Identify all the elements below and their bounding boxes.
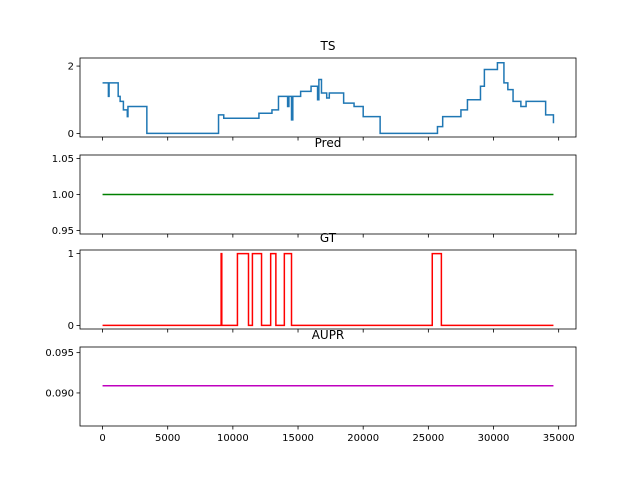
- axes-frame: [79, 346, 577, 427]
- axes-frame: [79, 249, 577, 330]
- series-line: [102, 61, 555, 135]
- series-line: [102, 252, 554, 327]
- y-tick-label: 1.05: [52, 154, 74, 165]
- y-tick-label: 0: [68, 321, 74, 332]
- y-tick-label: 0: [68, 129, 74, 140]
- x-tick-label: 15000: [282, 433, 314, 444]
- x-tick-label: 35000: [543, 433, 575, 444]
- x-tick-label: 25000: [412, 433, 444, 444]
- x-tick-label: 20000: [347, 433, 379, 444]
- axes-frame: [79, 57, 577, 138]
- x-tick-label: 30000: [478, 433, 510, 444]
- subplot-title: AUPR: [312, 328, 345, 342]
- axes-frame: [79, 154, 577, 235]
- y-tick-label: 2: [68, 62, 74, 73]
- y-tick-label: 1.00: [52, 190, 74, 201]
- x-tick-label: 0: [99, 433, 105, 444]
- y-tick-label: 1: [68, 249, 74, 260]
- x-tick-label: 5000: [155, 433, 180, 444]
- y-tick-label: 0.095: [45, 348, 74, 359]
- subplot-title: GT: [320, 231, 337, 245]
- subplot-title: Pred: [315, 136, 342, 150]
- y-tick-label: 0.95: [52, 226, 74, 237]
- x-tick-label: 10000: [217, 433, 249, 444]
- subplot-title: TS: [320, 39, 336, 53]
- y-tick-label: 0.090: [45, 388, 74, 399]
